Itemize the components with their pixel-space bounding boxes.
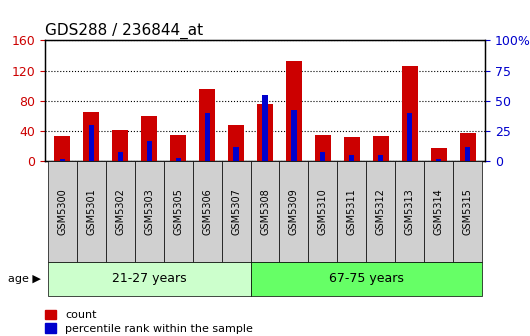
Bar	[292, 111, 297, 161]
Bar	[315, 135, 331, 161]
Bar	[60, 159, 65, 161]
Text: GSM5303: GSM5303	[144, 188, 154, 235]
Text: GSM5314: GSM5314	[434, 188, 444, 235]
Bar	[460, 132, 475, 161]
Bar	[228, 125, 244, 161]
Text: GSM5312: GSM5312	[376, 188, 386, 235]
Bar	[89, 125, 94, 161]
Bar	[83, 112, 99, 161]
Text: GSM5307: GSM5307	[231, 188, 241, 235]
Bar	[349, 155, 355, 161]
Bar	[118, 152, 123, 161]
Text: GSM5311: GSM5311	[347, 188, 357, 235]
Text: GSM5300: GSM5300	[57, 188, 67, 235]
Bar	[175, 158, 181, 161]
Bar	[233, 147, 238, 161]
Text: 67-75 years: 67-75 years	[329, 272, 404, 285]
Text: age ▶: age ▶	[8, 274, 41, 284]
Bar	[142, 116, 157, 161]
Bar	[112, 129, 128, 161]
Text: 21-27 years: 21-27 years	[112, 272, 187, 285]
Legend: count, percentile rank within the sample: count, percentile rank within the sample	[45, 309, 253, 334]
Text: GSM5309: GSM5309	[289, 188, 299, 235]
Text: GSM5301: GSM5301	[86, 188, 96, 235]
Bar	[262, 95, 268, 161]
Bar	[205, 113, 210, 161]
Text: GSM5306: GSM5306	[202, 188, 212, 235]
Bar	[55, 136, 70, 161]
Bar	[378, 155, 383, 161]
Bar	[465, 147, 470, 161]
Bar	[344, 137, 360, 161]
Text: GSM5305: GSM5305	[173, 188, 183, 235]
Bar	[436, 159, 441, 161]
Bar	[170, 135, 186, 161]
Bar	[147, 141, 152, 161]
Text: GSM5310: GSM5310	[318, 188, 328, 235]
Bar	[402, 66, 418, 161]
Text: GSM5308: GSM5308	[260, 188, 270, 235]
Bar	[431, 148, 447, 161]
Text: GSM5302: GSM5302	[116, 188, 125, 235]
Bar	[320, 152, 325, 161]
Bar	[286, 61, 302, 161]
Bar	[257, 104, 273, 161]
Bar	[407, 113, 412, 161]
Bar	[199, 89, 215, 161]
Text: GDS288 / 236844_at: GDS288 / 236844_at	[45, 23, 203, 39]
Bar	[373, 136, 388, 161]
Text: GSM5313: GSM5313	[405, 188, 414, 235]
Text: GSM5315: GSM5315	[463, 188, 473, 235]
